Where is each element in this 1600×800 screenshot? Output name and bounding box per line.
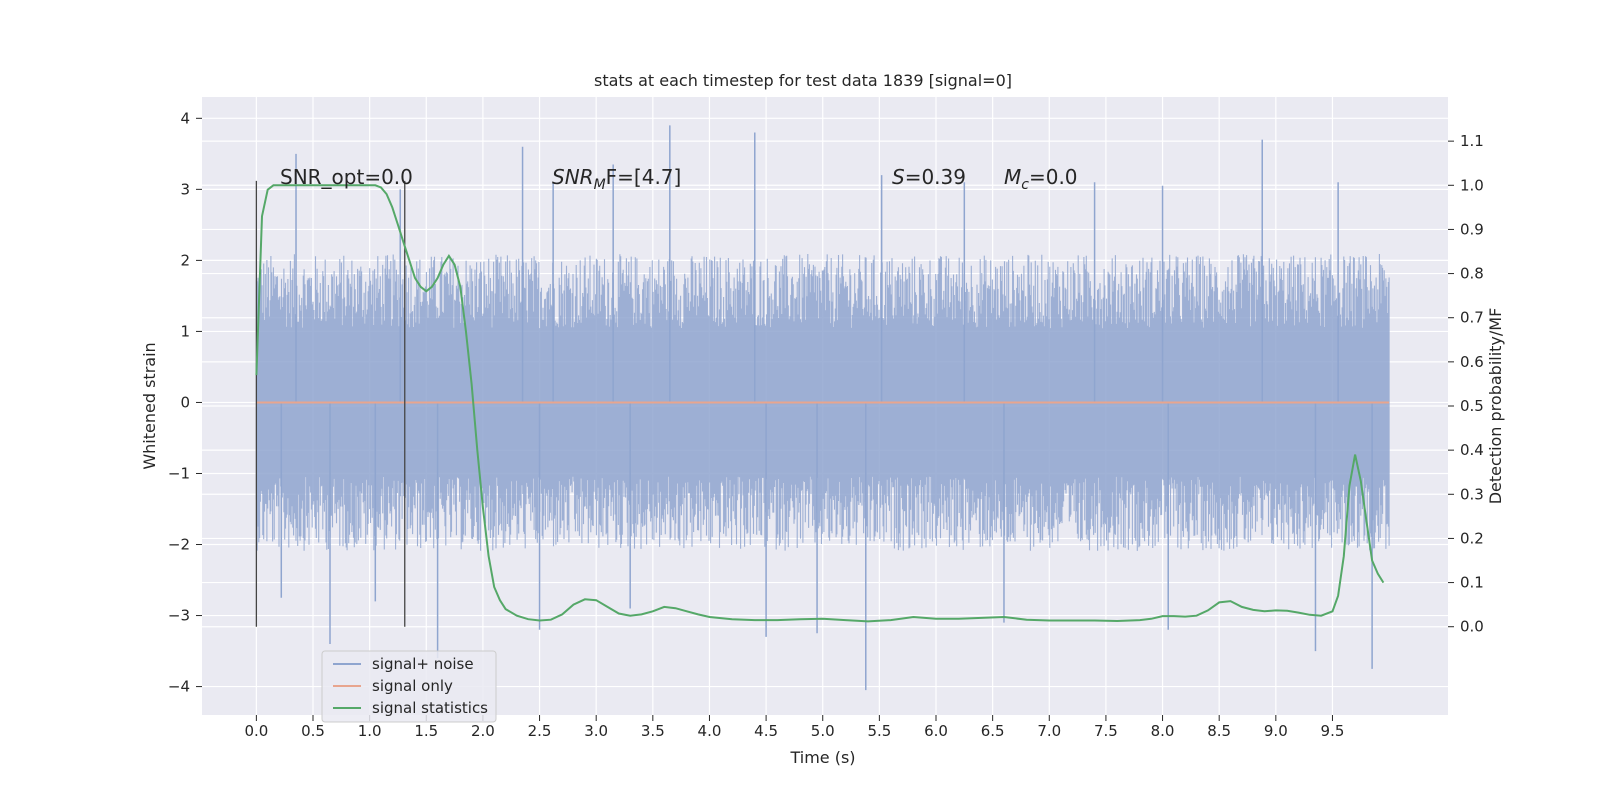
x-tick-label: 6.5 <box>981 722 1005 740</box>
y-tick-label: 2 <box>180 251 190 269</box>
chart-title: stats at each timestep for test data 183… <box>594 71 1012 90</box>
y2-tick-label: 0.1 <box>1460 574 1484 592</box>
x-tick-label: 4.5 <box>754 722 778 740</box>
y2-tick-label: 1.1 <box>1460 132 1484 150</box>
y2-tick-label: 1.0 <box>1460 176 1484 194</box>
annotation-s: S=0.39 <box>892 165 966 189</box>
y-tick-label: 0 <box>180 393 190 411</box>
y2-tick-label: 0.7 <box>1460 309 1484 327</box>
x-tick-label: 4.0 <box>698 722 722 740</box>
y2-tick-label: 0.9 <box>1460 220 1484 238</box>
x-tick-label: 2.5 <box>528 722 552 740</box>
legend-label-signal-noise: signal+ noise <box>372 655 474 673</box>
x-axis-label: Time (s) <box>789 748 855 767</box>
y-tick-label: 3 <box>180 180 190 198</box>
x-tick-label: 3.5 <box>641 722 665 740</box>
x-tick-label: 1.5 <box>414 722 438 740</box>
y2-tick-label: 0.4 <box>1460 441 1484 459</box>
y-tick-label: 1 <box>180 322 190 340</box>
y-tick-label: −1 <box>168 464 190 482</box>
vertical-markers <box>255 180 406 627</box>
annotation-snr-opt: SNR_opt=0.0 <box>280 165 413 189</box>
x-tick-label: 5.0 <box>811 722 835 740</box>
x-tick-label: 8.0 <box>1151 722 1175 740</box>
x-tick-label: 9.0 <box>1264 722 1288 740</box>
y2-tick-label: 0.8 <box>1460 265 1484 283</box>
signal-statistics-line <box>255 184 1385 623</box>
y2-tick-label: 0.3 <box>1460 485 1484 503</box>
x-tick-label: 0.5 <box>301 722 325 740</box>
x-tick-label: 3.0 <box>584 722 608 740</box>
x-tick-label: 9.5 <box>1321 722 1345 740</box>
y2-tick-label: 0.2 <box>1460 529 1484 547</box>
y-tick-label: 4 <box>180 109 190 127</box>
x-tick-label: 7.0 <box>1037 722 1061 740</box>
series-signal-noise <box>255 125 1390 691</box>
y-axis-ticks: 4 3 2 1 0 −1 −2 −3 −4 <box>168 109 202 696</box>
y2-tick-label: 0.0 <box>1460 618 1484 636</box>
y2-axis-label: Detection probability/MF <box>1486 308 1505 505</box>
y2-tick-label: 0.5 <box>1460 397 1484 415</box>
annotation-mc: Mc=0.0 <box>1004 165 1078 193</box>
y2-axis-ticks: 1.1 1.0 0.9 0.8 0.7 0.6 0.5 0.4 0.3 0.2 0.1 0.0 <box>1448 132 1484 636</box>
x-tick-label: 2.0 <box>471 722 495 740</box>
legend: signal+ noise signal only signal statist… <box>321 650 497 723</box>
y-tick-label: −2 <box>168 536 190 554</box>
x-axis-ticks: 0.0 0.5 1.0 1.5 2.0 2.5 3.0 3.5 4.0 4.5 5.0 5.5 6.0 6… <box>244 715 1344 740</box>
series-signal-statistics <box>255 184 1385 623</box>
x-tick-label: 1.0 <box>358 722 382 740</box>
x-tick-label: 7.5 <box>1094 722 1118 740</box>
y-axis-label: Whitened strain <box>140 342 159 469</box>
legend-label-signal-statistics: signal statistics <box>372 699 488 717</box>
y2-tick-label: 0.6 <box>1460 353 1484 371</box>
x-tick-label: 8.5 <box>1207 722 1231 740</box>
y-tick-label: −3 <box>168 607 190 625</box>
annotation-snr-mf: SNRMF=[4.7] <box>552 165 681 193</box>
legend-box <box>321 650 497 723</box>
x-tick-label: 5.5 <box>867 722 891 740</box>
x-tick-label: 0.0 <box>244 722 268 740</box>
x-tick-label: 6.0 <box>924 722 948 740</box>
y-tick-label: −4 <box>168 678 190 696</box>
legend-label-signal-only: signal only <box>372 677 453 695</box>
